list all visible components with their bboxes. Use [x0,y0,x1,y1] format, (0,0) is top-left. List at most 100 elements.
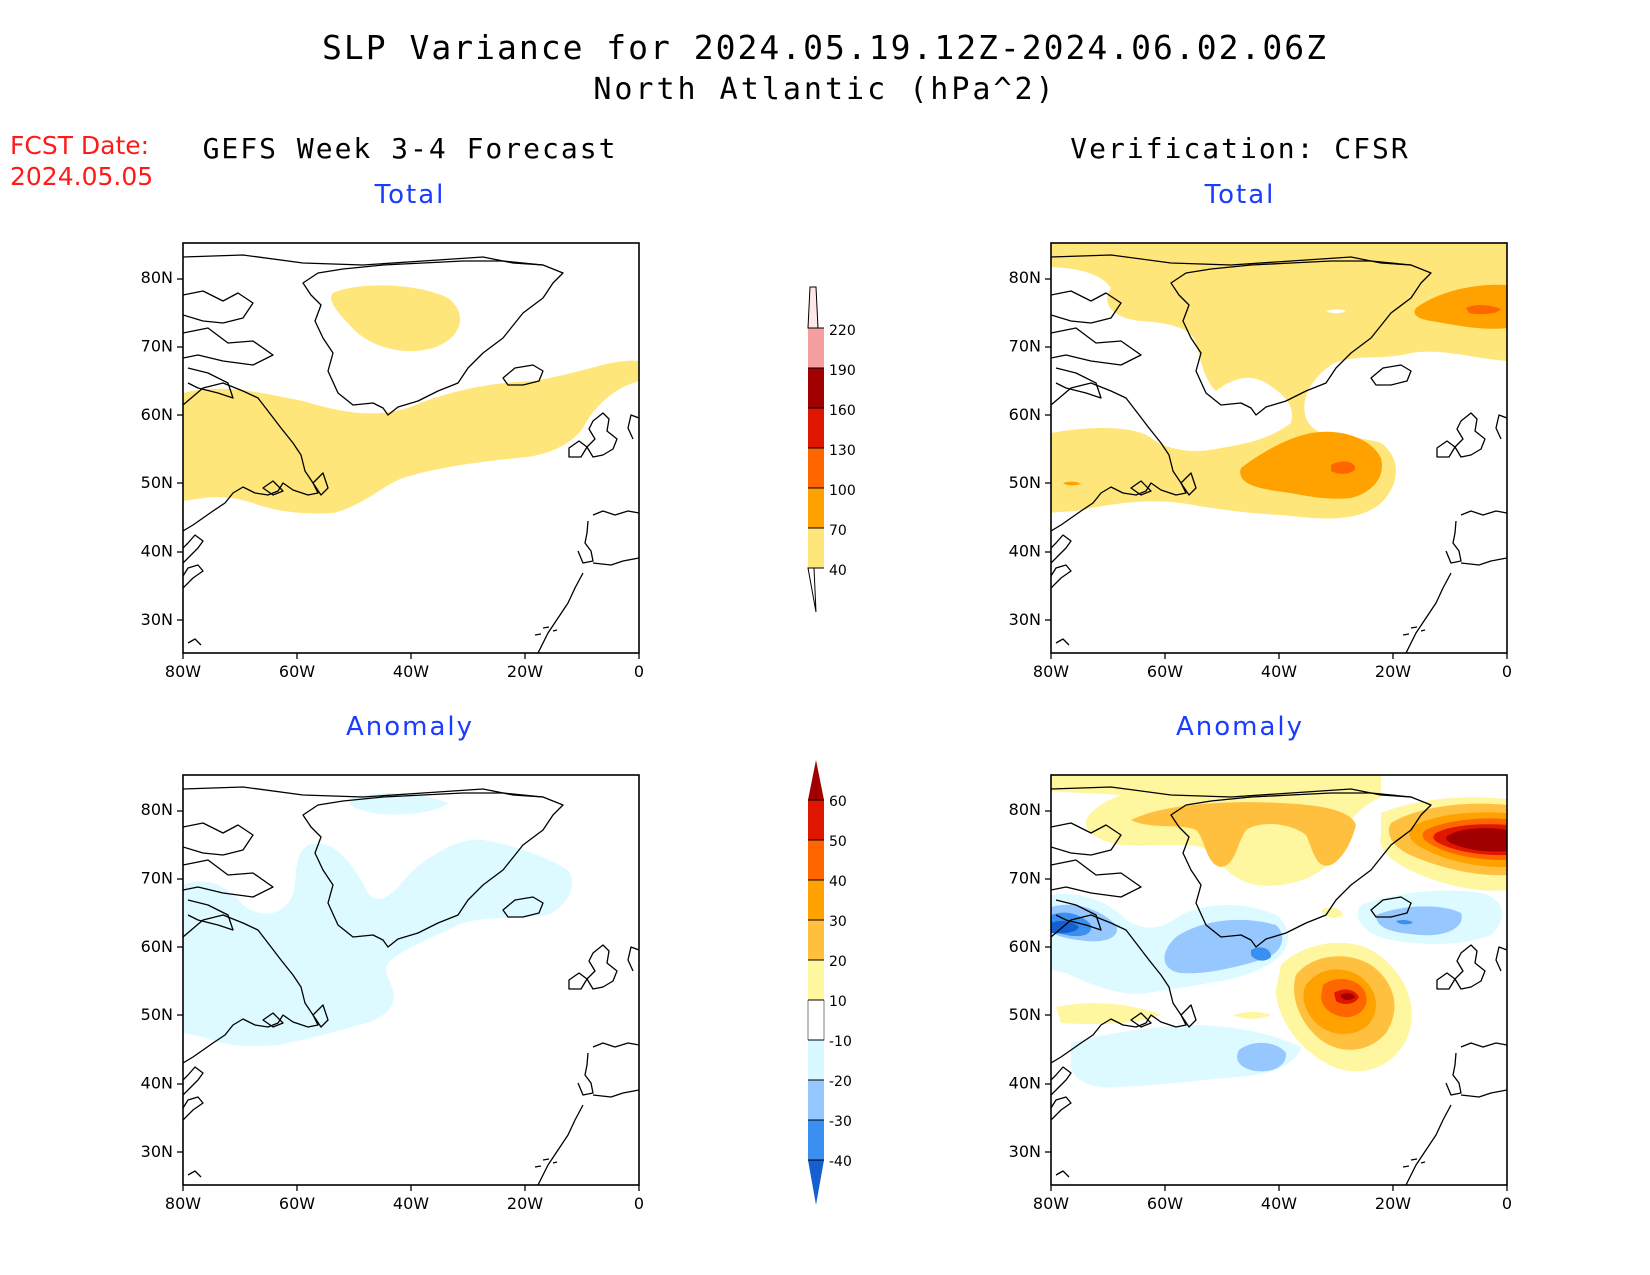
lon-tick-label: 80W [1033,1194,1069,1213]
contour-region-neg20-neg30 [1164,919,1283,974]
lon-tick-label: 0 [1502,1194,1512,1213]
lon-tick-label: 0 [634,1194,644,1213]
colorbar-anomaly-label: -30 [829,1114,852,1130]
lon-tick-label: 0 [1502,662,1512,681]
colorbar-total-swatch [807,286,819,329]
colorbar-total-swatch [808,328,824,368]
lat-tick-label: 80N [141,800,173,819]
colorbar-anomaly-label: 10 [829,994,847,1010]
lat-tick-label: 80N [141,268,173,287]
contour-region-100-130 [1331,461,1356,474]
colorbar-anomaly-swatch [808,1160,824,1205]
colorbar-anomaly: 60 50 40 30 20 10 -10 -20 -30 -40 [807,760,852,1205]
colorbar-anomaly-swatch [808,1080,824,1120]
contour-region-70-100 [1414,284,1507,329]
column-title-verification: Verification: CFSR [1070,132,1410,165]
main-title: SLP Variance for 2024.05.19.12Z-2024.06.… [322,28,1328,67]
contour-region-neg30-neg40 [1251,947,1271,961]
panel-title-forecast-anomaly: Anomaly [345,712,475,742]
lat-tick-label: 30N [141,610,173,629]
lat-tick-label: 50N [1009,1005,1041,1024]
lon-tick-label: 80W [165,1194,201,1213]
colorbar-anomaly-label: 50 [829,834,847,850]
colorbar-anomaly-swatch [808,1040,824,1080]
fcst-date-value: 2024.05.05 [10,162,154,191]
lon-tick-label: 20W [1375,662,1411,681]
colorbar-anomaly-swatch [808,960,824,1000]
lon-tick-label: 80W [1033,662,1069,681]
contour-region-100-130 [1466,305,1501,315]
colorbar-anomaly-label: -40 [829,1154,852,1170]
lat-tick-label: 40N [1009,542,1041,561]
colorbar-total-swatch [808,528,824,568]
map-verification-anomaly [1044,774,1508,1192]
colorbar-total-swatch [808,488,824,528]
colorbar-total-swatch [808,408,824,448]
colorbar-total-label: 220 [829,323,856,339]
contour-region-above-60 [1341,993,1355,1000]
colorbar-total: 220 190 160 130 100 70 40 [807,286,856,613]
colorbar-total-swatch [807,567,817,613]
panel-title-verification-anomaly: Anomaly [1175,712,1305,742]
colorbar-anomaly-label: -20 [829,1074,852,1090]
lon-tick-label: 20W [507,1194,543,1213]
lat-tick-label: 50N [141,1005,173,1024]
contour-region-neg10-neg20 [1071,1025,1301,1088]
lat-tick-label: 80N [1009,800,1041,819]
contour-region-neg10-neg20 [183,839,572,1047]
lat-tick-label: 30N [1009,1142,1041,1161]
lat-tick-label: 60N [1009,937,1041,956]
colorbar-anomaly-swatch [808,760,824,800]
colorbar-total-label: 40 [829,563,847,579]
contour-region-neg30-neg40 [1396,919,1413,925]
lon-tick-label: 40W [393,662,429,681]
colorbar-total-swatch [808,448,824,488]
colorbar-total-label: 130 [829,443,856,459]
main-subtitle: North Atlantic (hPa^2) [593,72,1057,107]
lat-tick-label: 70N [141,337,173,356]
colorbar-total-label: 70 [829,523,847,539]
lat-tick-label: 30N [1009,610,1041,629]
contour-fill [183,285,639,514]
colorbar-total-label: 190 [829,363,856,379]
fcst-date-block: FCST Date: 2024.05.05 [10,130,153,192]
colorbar-anomaly-label: 30 [829,914,847,930]
contour-region-70-100 [1240,431,1382,499]
lon-tick-label: 40W [393,1194,429,1213]
colorbar-anomaly-swatch [808,840,824,880]
colorbar-anomaly-label: 60 [829,794,847,810]
contour-region-20-30 [1131,802,1356,867]
lat-tick-label: 70N [1009,337,1041,356]
panel-title-forecast-total: Total [374,180,446,210]
colorbar-total-label: 160 [829,403,856,419]
fcst-date-label: FCST Date: [10,131,150,160]
colorbar-total-label: 100 [829,483,856,499]
lat-tick-label: 50N [1009,473,1041,492]
colorbar-anomaly-swatch [808,880,824,920]
lat-tick-label: 40N [141,1074,173,1093]
colorbar-anomaly-label: -10 [829,1034,852,1050]
contour-region-neg20-neg30 [1376,906,1462,936]
lon-tick-label: 0 [634,662,644,681]
map-verification-total [1044,242,1508,660]
lat-tick-label: 60N [141,937,173,956]
colorbar-anomaly-label: 20 [829,954,847,970]
map-forecast-anomaly [176,774,640,1192]
lon-tick-label: 40W [1261,662,1297,681]
colorbar-anomaly-swatch [808,920,824,960]
contour-region-40-70 [183,360,639,514]
lon-tick-label: 60W [1147,1194,1183,1213]
contour-region-neg10-neg20 [1051,893,1288,994]
lon-tick-label: 20W [1375,1194,1411,1213]
lat-tick-label: 40N [1009,1074,1041,1093]
contour-region-10-20 [1233,1012,1271,1019]
contour-fill [1051,775,1507,1088]
lat-tick-label: 60N [141,405,173,424]
lon-tick-label: 20W [507,662,543,681]
lat-tick-label: 30N [141,1142,173,1161]
contour-region-10-20 [1056,1003,1161,1025]
lon-tick-label: 80W [165,662,201,681]
colorbar-anomaly-swatch [808,1120,824,1160]
contour-region-neg20-neg30 [1236,1042,1287,1072]
